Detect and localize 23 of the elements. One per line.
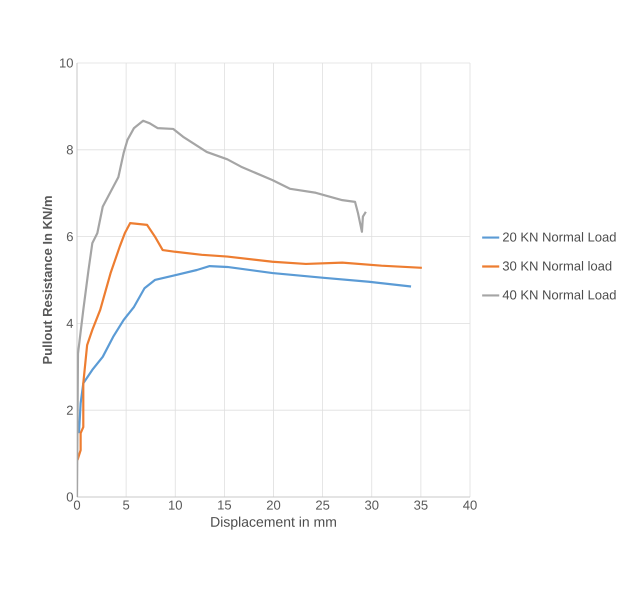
legend-label: 20 KN Normal Load	[502, 232, 616, 242]
x-tick-label: 15	[218, 500, 232, 510]
x-tick-label: 20	[266, 500, 280, 510]
y-tick-label: 10	[60, 58, 73, 68]
y-tick-label: 8	[66, 145, 73, 154]
y-tick-label: 6	[66, 232, 73, 242]
line-series	[77, 120, 367, 497]
legend-label: 30 KN Normal load	[502, 261, 612, 271]
y-tick-label: 0	[66, 492, 73, 502]
y-tick-label: 2	[66, 406, 73, 415]
x-tick-label: 40	[463, 500, 477, 510]
x-tick-label: 0	[74, 500, 80, 510]
x-tick-label: 30	[365, 500, 378, 510]
legend-label: 40 KN Normal Load	[502, 290, 616, 300]
x-tick-label: 5	[123, 500, 130, 510]
x-axis-title: Displacement in mm	[211, 516, 336, 530]
y-tick-label: 4	[66, 318, 74, 328]
x-tick-label: 25	[316, 500, 330, 510]
x-tick-label: 10	[169, 500, 182, 510]
x-tick-label: 35	[414, 500, 428, 510]
y-axis-title: Pullout Resistance In KN/m	[42, 196, 52, 364]
line-series	[78, 265, 412, 434]
line-series	[77, 222, 423, 462]
